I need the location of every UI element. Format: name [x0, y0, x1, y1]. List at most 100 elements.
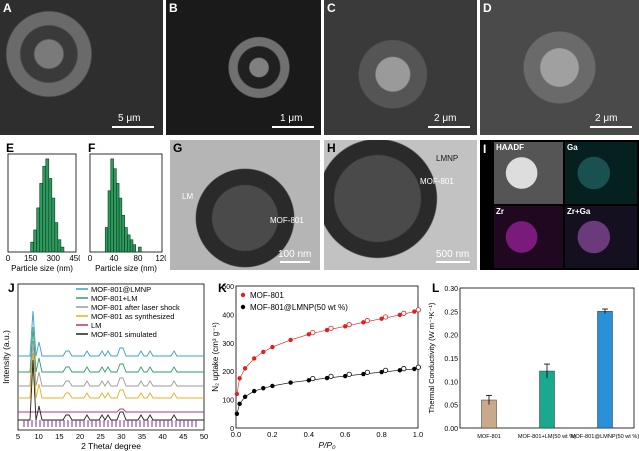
x-tick-label: 1.0	[413, 430, 423, 439]
scale-text-b: 1 μm	[280, 113, 303, 124]
xrd-trace	[18, 310, 204, 357]
adsorption-point	[252, 356, 257, 361]
x-tick-label: 30	[117, 432, 125, 441]
histogram-bar	[110, 158, 114, 253]
scale-bar-a	[112, 126, 154, 128]
x-tick-label: 20	[76, 432, 84, 441]
histogram-bar	[60, 246, 65, 253]
y-tick-label: 0.25	[444, 309, 458, 316]
panel-k-isotherm: K MOF-801 MOF-801@LMNP(50 wt %) 0.0 0.2 0.4 0…	[212, 280, 424, 451]
panel-c-sem: C 2 μm	[324, 0, 477, 135]
panel-e-histogram: E 0 150 300 450Particle size (nm)	[0, 140, 80, 275]
adsorption-point	[237, 376, 242, 381]
desorption-point	[328, 373, 334, 379]
isotherm-line	[236, 368, 415, 414]
histogram-bar	[33, 229, 38, 253]
adsorption-point	[324, 375, 330, 381]
histogram-bar	[116, 183, 120, 253]
desorption-point	[346, 371, 352, 377]
x-tick-label: MOF-801	[477, 434, 501, 440]
annotation-mof801-h: MOF-801	[420, 177, 454, 186]
tile-label-zr-ga: Zr+Ga	[567, 207, 591, 216]
xrd-trace	[18, 408, 204, 413]
adsorption-point	[379, 316, 384, 321]
histogram-bar	[42, 165, 47, 253]
x-tick-label: 450	[69, 254, 80, 263]
x-tick-label: 300	[47, 254, 61, 263]
scale-bar-g	[280, 261, 310, 263]
desorption-point	[310, 375, 316, 382]
desorption-point	[401, 366, 407, 372]
desorption-point	[310, 329, 316, 336]
scale-text-g: 100 nm	[278, 249, 312, 260]
conductivity-plot: MOF-801 MOF-801+LM(50 wt %)MOF-801@LMNP(5…	[427, 286, 639, 440]
adsorption-point	[397, 312, 402, 318]
xrd-trace	[18, 359, 204, 421]
histogram-bar	[107, 190, 112, 253]
x-tick-label: 0.0	[231, 430, 241, 439]
y-tick-label: 0.10	[444, 379, 458, 386]
panel-label-k: K	[218, 281, 227, 295]
y-tick-label: 0	[230, 426, 234, 433]
adsorption-point	[252, 388, 257, 394]
histogram-bar	[54, 222, 59, 253]
legend-label: MOF-801 simulated	[91, 330, 157, 339]
adsorption-point	[288, 337, 293, 343]
histogram-bar	[30, 241, 34, 253]
panel-f-histogram: F 0 40 80 120Particle size (nm)	[82, 140, 166, 275]
adsorption-point	[242, 366, 248, 371]
histogram-bar	[104, 227, 109, 253]
y-axis-label: Intensity (a.u.)	[1, 330, 11, 384]
xrd-trace	[18, 326, 204, 373]
scale-bar-c	[428, 126, 470, 128]
panel-label-c: C	[327, 1, 336, 15]
adsorption-point	[379, 369, 384, 375]
adsorption-point	[306, 378, 311, 383]
x-tick-label: 150	[24, 254, 38, 263]
adsorption-point	[412, 366, 417, 372]
annotation-mof801-g: MOF-801	[270, 216, 304, 225]
x-tick-label: MOF-801@LMNP(50 wt %)	[571, 434, 639, 440]
legend-label: MOF-801 as synthesized	[91, 312, 174, 321]
adsorption-point	[397, 368, 402, 373]
x-tick-label: 0.6	[340, 430, 350, 439]
histogram-bar	[51, 197, 56, 253]
histogram-bar	[129, 239, 134, 253]
histogram-bar	[132, 244, 136, 253]
desorption-point	[328, 325, 334, 331]
desorption-point	[346, 322, 352, 328]
x-tick-label: 35	[138, 432, 146, 441]
panel-a-sem: A 5 μm	[0, 0, 163, 135]
tile-haadf: HAADF	[494, 142, 563, 204]
adsorption-point	[343, 373, 348, 379]
x-tick-label: 15	[55, 432, 63, 441]
x-tick-label: MOF-801+LM(50 wt %)	[518, 434, 576, 440]
desorption-point	[415, 364, 421, 370]
adsorption-point	[412, 309, 417, 314]
legend-label: MOF-801	[250, 291, 284, 300]
tile-label-ga: Ga	[567, 143, 578, 152]
x-tick-label: 0.8	[376, 430, 386, 439]
desorption-point	[383, 314, 389, 320]
histogram-bar	[138, 246, 142, 253]
legend-label: LM	[91, 321, 101, 330]
x-axis-label: Particle size (nm)	[11, 264, 73, 273]
y-tick-label: 0.20	[444, 333, 458, 340]
x-tick-label: 40	[110, 254, 119, 263]
legend-marker	[240, 304, 246, 310]
scale-text-h: 500 nm	[436, 249, 470, 260]
y-tick-label: 0.30	[444, 286, 458, 293]
histogram-f-plot: 0 40 80 120Particle size (nm)	[88, 153, 166, 273]
x-tick-label: 0.4	[304, 430, 314, 439]
x-axis-label: P/P₀	[318, 440, 336, 450]
adsorption-point	[261, 386, 266, 391]
desorption-point	[415, 307, 421, 313]
panel-label-j: J	[8, 281, 15, 295]
adsorption-point	[306, 332, 311, 337]
histogram-bar	[121, 214, 125, 253]
desorption-point	[401, 310, 407, 316]
x-tick-label: 5	[16, 432, 20, 441]
conductivity-bar	[597, 311, 613, 429]
x-axis-label: 2 Theta/ degree	[81, 441, 141, 451]
scale-text-c: 2 μm	[434, 113, 457, 124]
